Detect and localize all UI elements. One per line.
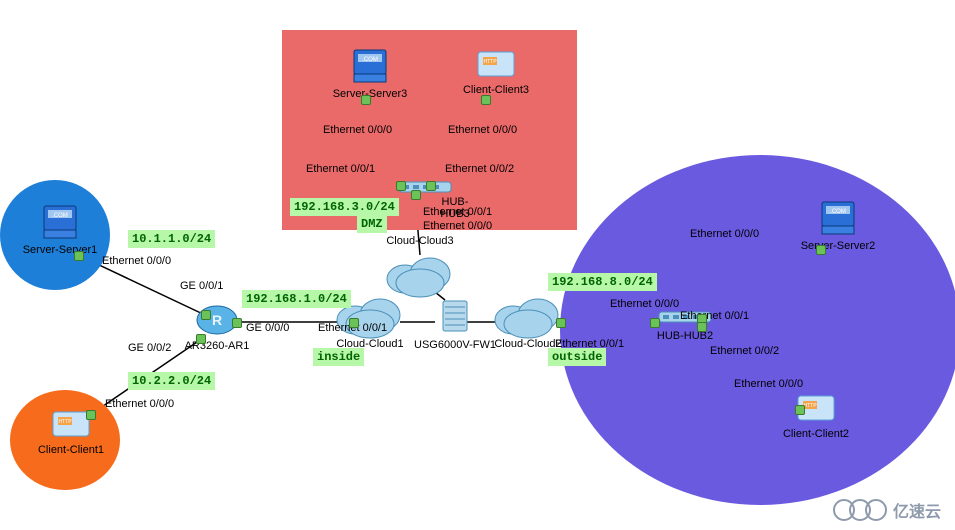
ip-label: 192.168.8.0/24 <box>548 273 657 291</box>
node-label: Server-Server1 <box>15 244 105 256</box>
node-label: Client-Client3 <box>446 84 546 96</box>
server-icon: .COM <box>38 200 82 244</box>
node-label: Server-Server2 <box>788 240 888 252</box>
svg-text:HTTP: HTTP <box>58 419 72 425</box>
server-icon: .COM <box>816 196 860 240</box>
ip-label: 192.168.1.0/24 <box>242 290 351 308</box>
node-server1[interactable]: .COM Server-Server1 <box>15 200 105 256</box>
firewall-icon <box>435 295 475 339</box>
node-label: AR3260-AR1 <box>172 340 262 352</box>
watermark: 亿速云 <box>839 498 941 522</box>
port-label: GE 0/0/2 <box>128 342 171 354</box>
port-label: GE 0/0/0 <box>246 322 289 334</box>
node-label: HUB-HUB2 <box>630 330 740 342</box>
client-icon: HTTP <box>474 48 518 84</box>
node-label: Client-Client2 <box>766 428 866 440</box>
svg-text:HTTP: HTTP <box>483 59 497 65</box>
node-server3[interactable]: .COM Server-Server3 <box>320 44 420 100</box>
node-label: Cloud-Cloud3 <box>370 235 470 247</box>
ip-label: 10.2.2.0/24 <box>128 372 215 390</box>
node-hub3[interactable]: HUB-HUB3 <box>370 178 480 198</box>
port-label: Ethernet 0/0/0 <box>102 255 171 267</box>
zone-outside <box>560 155 955 505</box>
port-label: Ethernet 0/0/0 <box>610 298 679 310</box>
node-client1[interactable]: HTTP Client-Client1 <box>26 408 116 456</box>
node-server2[interactable]: .COM Server-Server2 <box>788 196 888 252</box>
svg-text:.COM: .COM <box>830 209 846 215</box>
port-label: Ethernet 0/0/0 <box>690 228 759 240</box>
port-label: Ethernet 0/0/0 <box>423 220 492 232</box>
server-icon: .COM <box>348 44 392 88</box>
port-label: GE 0/0/1 <box>180 280 223 292</box>
port-label: Ethernet 0/0/2 <box>710 345 779 357</box>
port-label: Ethernet 0/0/2 <box>445 163 514 175</box>
port-label: Ethernet 0/0/1 <box>306 163 375 175</box>
svg-text:.COM: .COM <box>52 213 68 219</box>
node-client2[interactable]: HTTP Client-Client2 <box>766 392 866 440</box>
node-label: Client-Client1 <box>26 444 116 456</box>
ip-label: 10.1.1.0/24 <box>128 230 215 248</box>
watermark-logo-icon <box>839 499 887 521</box>
port-label: Ethernet 0/0/0 <box>323 124 392 136</box>
cloud-icon <box>380 249 460 299</box>
svg-text:R: R <box>212 312 222 328</box>
port-label: Ethernet 0/0/0 <box>734 378 803 390</box>
cloud-icon <box>488 290 568 340</box>
svg-text:HTTP: HTTP <box>803 403 817 409</box>
node-client3[interactable]: HTTP Client-Client3 <box>446 48 546 96</box>
svg-text:.COM: .COM <box>362 57 378 63</box>
port-label: Ethernet 0/0/0 <box>105 398 174 410</box>
watermark-text: 亿速云 <box>893 498 941 522</box>
zone-tag-dmz: DMZ <box>357 215 387 233</box>
port-label: Ethernet 0/0/1 <box>423 206 492 218</box>
node-cloud3[interactable]: Cloud-Cloud3 <box>370 235 470 299</box>
ip-label: 192.168.3.0/24 <box>290 198 399 216</box>
port-label: Ethernet 0/0/1 <box>555 338 624 350</box>
zone-tag-inside: inside <box>313 348 364 366</box>
zone-tag-outside: outside <box>548 348 606 366</box>
port-label: Ethernet 0/0/1 <box>680 310 749 322</box>
port-label: Ethernet 0/0/0 <box>448 124 517 136</box>
